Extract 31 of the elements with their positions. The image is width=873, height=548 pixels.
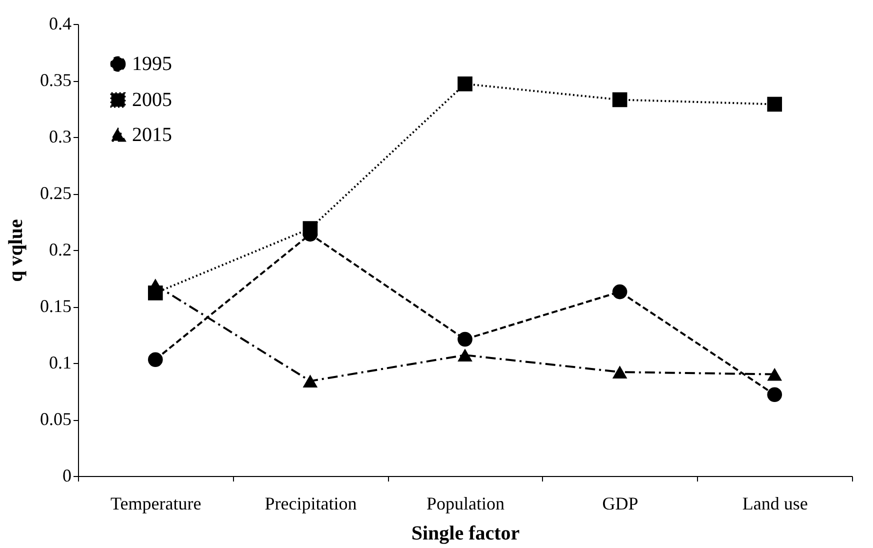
point <box>302 374 318 388</box>
legend-label: 2015 <box>132 124 172 146</box>
y-tick-label: 0.15 <box>40 296 72 316</box>
point <box>148 352 163 368</box>
y-tick-label: 0.2 <box>49 240 72 260</box>
x-tick-label: GDP <box>602 494 638 514</box>
y-tick-label: 0.05 <box>40 409 72 429</box>
legend-label: 2005 <box>132 89 172 111</box>
y-tick-label: 0.4 <box>49 14 72 34</box>
point <box>612 92 628 108</box>
point <box>302 221 318 236</box>
x-axis-title: Single factor <box>411 522 520 544</box>
y-tick-label: 0 <box>62 466 72 486</box>
y-tick-label: 0.1 <box>49 352 72 372</box>
point <box>767 368 782 381</box>
legend-label: 1995 <box>132 53 172 75</box>
y-tick-label: 0.25 <box>40 183 72 203</box>
point <box>767 387 782 402</box>
y-tick-label: 0.3 <box>49 126 72 146</box>
x-tick-label: Precipitation <box>264 494 357 514</box>
x-tick-label: Land use <box>742 494 808 514</box>
x-tick-label: Population <box>426 494 505 514</box>
point <box>458 332 472 347</box>
y-axis-title: q vqlue <box>5 218 27 282</box>
point <box>612 366 628 378</box>
point <box>458 348 472 362</box>
x-tick-label: Temperature <box>110 494 202 514</box>
point <box>458 76 472 92</box>
point <box>767 96 782 112</box>
point <box>612 284 628 300</box>
y-tick-label: 0.35 <box>40 70 72 90</box>
